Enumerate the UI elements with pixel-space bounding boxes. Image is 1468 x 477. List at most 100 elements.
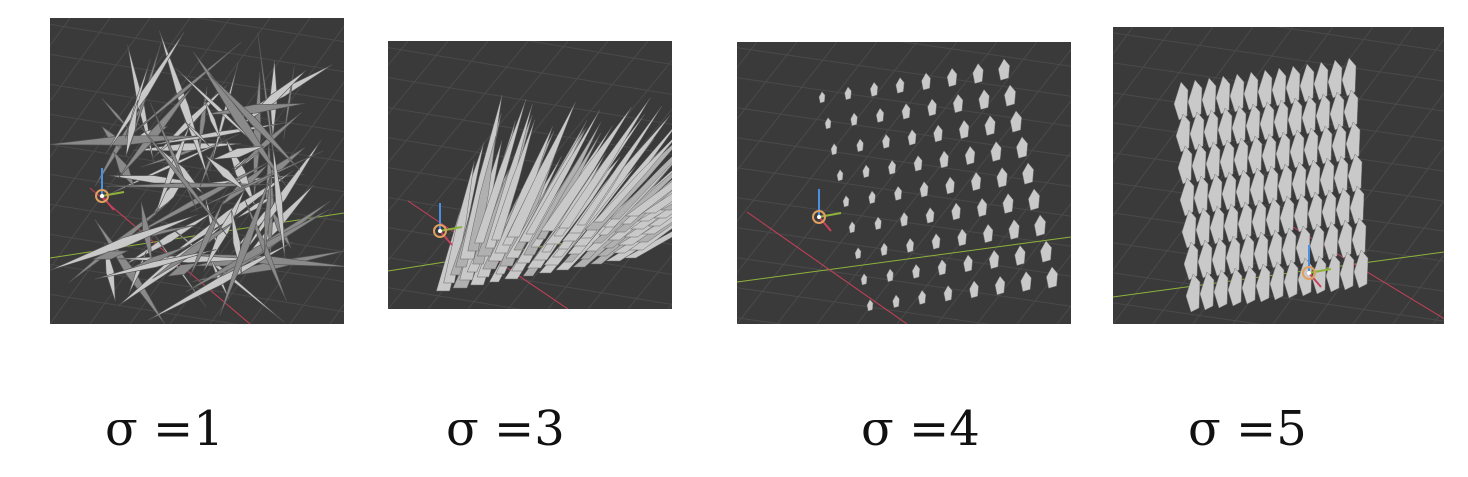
leaf <box>1243 71 1259 111</box>
blade <box>203 98 222 143</box>
leaf <box>1199 271 1215 311</box>
leaf <box>1191 143 1207 183</box>
leaf <box>1245 103 1261 143</box>
leaf <box>1040 240 1052 263</box>
blade <box>183 120 210 147</box>
leaf <box>1337 219 1353 259</box>
leaf <box>1261 133 1277 173</box>
leaf <box>1307 191 1323 231</box>
leaf <box>921 72 931 91</box>
leaf <box>972 63 984 84</box>
leaf <box>818 91 826 104</box>
leaf <box>1183 241 1199 281</box>
leaf <box>862 164 870 179</box>
leaf <box>1279 195 1295 235</box>
leaf <box>976 197 988 218</box>
leaf <box>1273 99 1289 139</box>
leaf <box>824 117 832 130</box>
leaf <box>1315 93 1331 133</box>
leaf <box>1231 105 1247 145</box>
blade <box>128 251 147 295</box>
blade <box>219 173 273 317</box>
leaf <box>945 176 955 195</box>
leaf <box>874 216 882 231</box>
leaf <box>1034 214 1046 237</box>
leaf <box>892 294 900 309</box>
spike <box>523 122 601 256</box>
spike <box>540 106 632 232</box>
spike <box>474 98 527 244</box>
leaf <box>1247 135 1263 175</box>
leaf <box>931 233 941 250</box>
leaf <box>1319 157 1335 197</box>
leaf <box>880 242 888 257</box>
leaf <box>925 207 935 224</box>
leaf <box>1241 265 1257 305</box>
leaf <box>866 299 874 312</box>
leaf <box>911 263 921 279</box>
leaf <box>1223 203 1239 243</box>
caption-sigma-4: σ =4 <box>861 401 980 457</box>
leaf <box>943 285 953 302</box>
leaf <box>919 181 929 198</box>
leaf <box>1022 162 1034 185</box>
leaf <box>1281 227 1297 267</box>
leaf <box>996 167 1008 188</box>
leaf <box>952 93 964 114</box>
transform-gizmo-icon <box>95 168 125 211</box>
leaf <box>1295 225 1311 265</box>
spike <box>443 161 475 284</box>
leaf <box>1317 125 1333 165</box>
viewport-sigma-4 <box>737 42 1071 324</box>
leaf <box>1323 221 1339 261</box>
leaf <box>905 237 915 253</box>
leaf <box>830 143 838 156</box>
leaf <box>1173 81 1189 121</box>
spike <box>576 106 662 226</box>
render-sigma-4 <box>737 42 1071 324</box>
leaf <box>1301 95 1317 135</box>
leaf <box>1277 163 1293 203</box>
leaf <box>836 169 844 182</box>
leaf <box>1325 253 1341 293</box>
leaf <box>1347 153 1363 193</box>
leaf <box>1229 73 1245 113</box>
leaf <box>1293 193 1309 233</box>
caption-sigma-3: σ =3 <box>446 401 565 457</box>
leaf <box>1345 121 1361 161</box>
leaf <box>1010 110 1022 133</box>
leaf <box>1313 61 1329 101</box>
blade <box>208 74 301 171</box>
spike <box>558 97 651 229</box>
spike <box>636 199 672 222</box>
leaf-grid <box>818 58 1058 312</box>
spike <box>624 181 672 217</box>
leaf <box>1285 65 1301 105</box>
leaf <box>1327 59 1343 99</box>
leaf <box>1287 97 1303 137</box>
leaf <box>1311 255 1327 295</box>
leaf <box>907 129 917 146</box>
leaf <box>856 138 864 153</box>
leaf <box>1209 205 1225 245</box>
transform-gizmo-icon <box>812 189 842 232</box>
leaf <box>854 247 862 260</box>
leaf <box>1179 177 1195 217</box>
leaf <box>1004 84 1016 107</box>
leaf <box>1309 223 1325 263</box>
leaf <box>1269 261 1285 301</box>
leaf <box>1203 109 1219 149</box>
leaf <box>1339 251 1355 291</box>
blade <box>272 144 286 259</box>
leaf <box>970 171 982 192</box>
blade <box>205 155 247 192</box>
render-sigma-3 <box>388 41 672 309</box>
leaf <box>881 133 891 149</box>
spike <box>635 217 672 243</box>
leaf <box>917 289 927 305</box>
leaf <box>964 145 976 166</box>
leaf <box>913 155 923 172</box>
leaf <box>1233 137 1249 177</box>
spike-cluster <box>435 95 672 292</box>
leaf <box>957 228 967 247</box>
